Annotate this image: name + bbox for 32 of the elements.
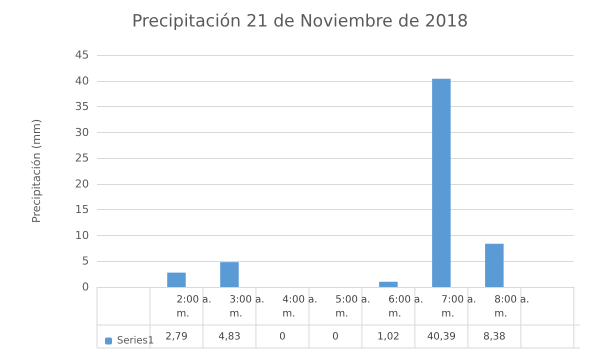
- y-axis-title: Precipitación (mm): [30, 118, 43, 224]
- y-tick-label: 30: [75, 126, 89, 139]
- x-tick-label: 3:00 a. m.: [229, 294, 268, 320]
- data-label: 4,83: [218, 332, 241, 342]
- chart-title: Precipitación 21 de Noviembre de 2018: [132, 12, 468, 32]
- y-tick-label: 40: [75, 74, 89, 88]
- x-tick-label: 2:00 a. m.: [176, 294, 215, 320]
- bar: [220, 262, 239, 287]
- x-tick-label: 4:00 a. m.: [282, 294, 321, 320]
- y-tick-label: 15: [75, 203, 89, 216]
- x-tick-label: 6:00 a. m.: [388, 294, 427, 320]
- y-tick-label: 35: [75, 100, 89, 114]
- data-label: 8,38: [483, 332, 506, 342]
- data-label: 2,79: [165, 332, 188, 342]
- bar: [432, 78, 451, 287]
- data-label: 0: [332, 332, 339, 342]
- legend-label: Series1: [117, 336, 154, 346]
- y-tick-label: 20: [75, 177, 89, 190]
- y-tick-label: 5: [82, 254, 89, 268]
- x-tick-label: 7:00 a. m.: [441, 294, 480, 320]
- y-tick-label: 0: [82, 280, 89, 294]
- x-tick-label: 5:00 a. m.: [335, 294, 374, 320]
- bar: [485, 244, 504, 287]
- y-tick-label: 25: [75, 152, 89, 165]
- x-tick-label: 8:00 a. m.: [494, 294, 532, 320]
- bar: [379, 282, 398, 287]
- bar: [167, 272, 186, 287]
- y-tick-label: 10: [75, 228, 89, 242]
- data-label: 0: [279, 332, 286, 342]
- y-tick-label: 45: [75, 48, 89, 62]
- data-label: 40,39: [427, 332, 456, 342]
- data-label: 1,02: [377, 332, 400, 342]
